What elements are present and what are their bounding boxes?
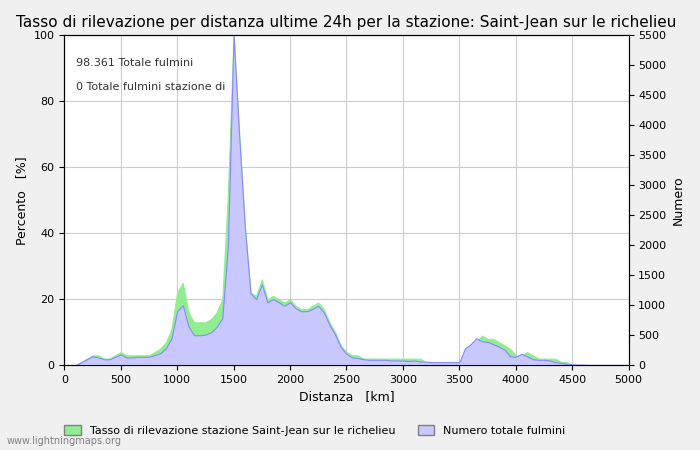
Title: Tasso di rilevazione per distanza ultime 24h per la stazione: Saint-Jean sur le : Tasso di rilevazione per distanza ultime…: [16, 15, 677, 30]
Text: 0 Totale fulmini stazione di: 0 Totale fulmini stazione di: [76, 81, 225, 91]
Y-axis label: Numero: Numero: [672, 176, 685, 225]
Legend: Tasso di rilevazione stazione Saint-Jean sur le richelieu, Numero totale fulmini: Tasso di rilevazione stazione Saint-Jean…: [60, 420, 570, 440]
X-axis label: Distanza   [km]: Distanza [km]: [299, 391, 394, 404]
Text: 98.361 Totale fulmini: 98.361 Totale fulmini: [76, 58, 192, 68]
Text: www.lightningmaps.org: www.lightningmaps.org: [7, 436, 122, 446]
Y-axis label: Percento   [%]: Percento [%]: [15, 156, 28, 245]
